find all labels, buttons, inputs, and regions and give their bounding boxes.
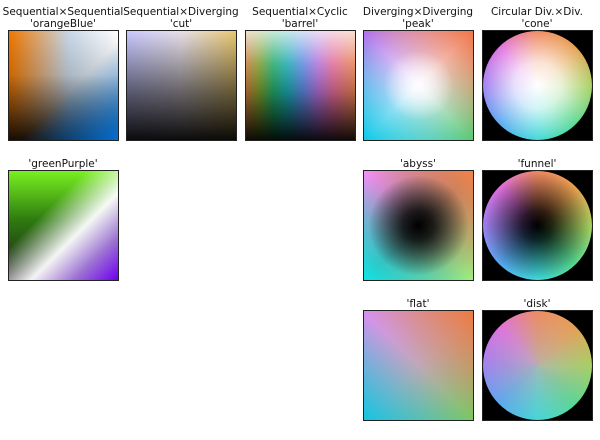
title-peak-name: 'peak'	[402, 18, 434, 30]
colormap-peak	[363, 30, 474, 141]
gradient-layer	[9, 31, 118, 140]
gradient-layer	[9, 171, 118, 280]
gradient-layer	[364, 171, 473, 280]
colormap-flat	[363, 310, 474, 421]
title-barrel: Sequential×Cyclic 'barrel'	[252, 6, 348, 30]
title-barrel-category: Sequential×Cyclic	[252, 6, 348, 18]
title-peak-category: Diverging×Diverging	[362, 6, 474, 18]
colormap-disk	[482, 310, 593, 421]
title-cone-category: Circular Div.×Div.	[490, 6, 584, 18]
title-funnel-name: 'funnel'	[517, 158, 557, 170]
title-cut-name: 'cut'	[169, 18, 193, 30]
colormap-greenpurple	[8, 170, 119, 281]
title-peak: Diverging×Diverging 'peak'	[363, 6, 473, 30]
title-orangeblue-category: Sequential×Sequential	[2, 6, 124, 18]
colormap-abyss	[363, 170, 474, 281]
gradient-layer	[364, 31, 473, 140]
title-abyss-name: 'abyss'	[399, 158, 437, 170]
title-cut-category: Sequential×Diverging	[123, 6, 239, 18]
gradient-layer	[127, 31, 236, 140]
title-cone-name: 'cone'	[521, 18, 553, 30]
title-flat: 'flat'	[407, 298, 430, 310]
title-flat-name: 'flat'	[406, 298, 430, 310]
title-greenpurple: 'greenPurple'	[28, 158, 97, 170]
title-cone: Circular Div.×Div. 'cone'	[491, 6, 583, 30]
title-disk: 'disk'	[524, 298, 551, 310]
colormap-funnel	[482, 170, 593, 281]
colormap-cone	[482, 30, 593, 141]
title-cut: Sequential×Diverging 'cut'	[123, 6, 238, 30]
colormap-orangeblue	[8, 30, 119, 141]
gradient-layer	[364, 311, 473, 420]
title-orangeblue-name: 'orangeBlue'	[30, 18, 96, 30]
title-disk-name: 'disk'	[523, 298, 551, 310]
title-barrel-name: 'barrel'	[281, 18, 319, 30]
gradient-layer	[246, 31, 355, 140]
colormap-barrel	[245, 30, 356, 141]
title-abyss: 'abyss'	[400, 158, 436, 170]
title-greenpurple-name: 'greenPurple'	[28, 158, 98, 170]
colormap-cut	[126, 30, 237, 141]
color-disc	[483, 31, 592, 140]
color-disc	[483, 311, 592, 420]
title-orangeblue: Sequential×Sequential 'orangeBlue'	[3, 6, 124, 30]
title-funnel: 'funnel'	[518, 158, 557, 170]
color-disc	[483, 171, 592, 280]
